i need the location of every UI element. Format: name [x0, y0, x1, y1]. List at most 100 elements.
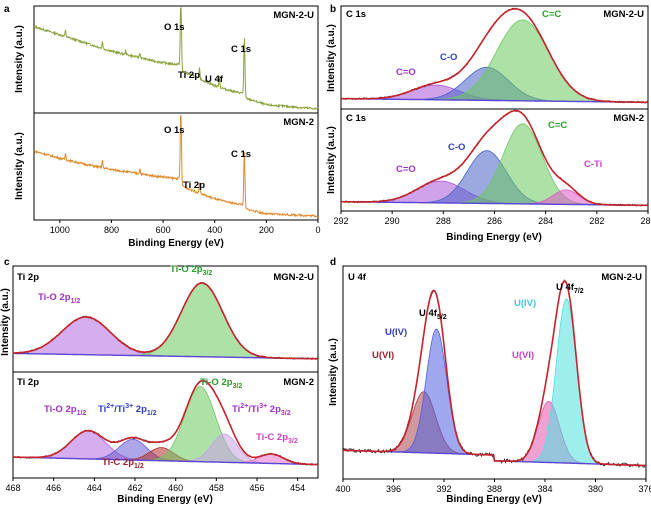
- panel-b-xlabel: Binding Energy (eV): [446, 232, 542, 243]
- panel-d-fit-envelope: [343, 280, 646, 467]
- panel-c-corner-bottom: Ti 2p: [17, 377, 39, 388]
- panel-a-label-o1s-bottom: O 1s: [164, 125, 185, 136]
- panel-d-component-3: [343, 298, 646, 466]
- panel-c-bottom-baseline: [13, 456, 318, 466]
- panel-c-sample-bottom: MGN-2: [283, 377, 314, 388]
- panel-b-tick-label: 288: [436, 216, 451, 226]
- panel-b-label-co-single-top: C-O: [440, 52, 457, 63]
- panel-b-top-fit-envelope: [341, 7, 648, 104]
- panel-b-ylabel-top: Intensity (a.u.): [326, 24, 337, 92]
- panel-d-tick-label: 384: [537, 484, 552, 494]
- panel-b-tick-label: 282: [589, 216, 604, 226]
- panel-b: b C 1s C 1s MGN-2-U MGN-2 C=O C-O C=C C=…: [326, 4, 651, 243]
- panel-c-mgn2-fit: [12, 379, 318, 466]
- panel-c-corner-top: Ti 2p: [17, 272, 39, 283]
- panel-c-xticks: 468 466 464 462 460 458 456 454: [5, 478, 305, 493]
- panel-a-label-ti2p-top: Ti 2p: [178, 70, 200, 81]
- panel-c-tick-label: 464: [87, 483, 102, 493]
- panel-d-tick-label: 388: [487, 484, 502, 494]
- panel-c-tick-label: 462: [127, 483, 142, 493]
- panel-c-ylabel-top: Intensity (a.u.): [0, 288, 11, 356]
- panel-d-tick-label: 380: [588, 484, 603, 494]
- panel-a: a MGN-2-U MGN-2 O 1s C 1s Ti 2p U 4f O 1…: [4, 4, 321, 249]
- panel-d-label-u4f72: U 4f7/2: [556, 282, 584, 295]
- panel-b-ylabel-bottom: Intensity (a.u.): [326, 126, 337, 194]
- panel-b-label-cc-double-bottom: C=C: [548, 120, 567, 131]
- panel-a-letter: a: [4, 4, 10, 15]
- panel-d-label-uiv-right: U(IV): [514, 298, 536, 309]
- panel-a-tick-label: 600: [156, 225, 171, 235]
- panel-c-tick-label: 468: [5, 483, 20, 493]
- panel-a-label-u4f-top: U 4f: [205, 74, 224, 85]
- panel-c-label-tio-32-bottom: Ti-O 2p3/2: [200, 377, 242, 390]
- panel-c-label-ti23-12: Ti2+/Ti3+ 2p1/2: [98, 403, 157, 417]
- panel-d-label-uiv-left: U(IV): [385, 327, 407, 338]
- panel-b-label-cti-bottom: C-Ti: [584, 159, 602, 170]
- panel-d-label-uvi-right: U(VI): [512, 350, 534, 361]
- panel-a-tick-label: 800: [104, 225, 119, 235]
- panel-d-xticks: 400 396 392 388 384 380 376: [335, 479, 651, 494]
- panel-d-fit: [342, 279, 647, 468]
- panel-d-component-0: [343, 391, 646, 466]
- panel-c-label-ti23-32: Ti2+/Ti3+ 2p3/2: [232, 403, 291, 417]
- panel-d-frame: [342, 265, 647, 480]
- panel-c-tick-label: 466: [46, 483, 61, 493]
- panel-c-bottom-fit-envelope: [13, 379, 318, 466]
- panel-b-corner-bottom: C 1s: [346, 113, 366, 124]
- panel-a-xlabel: Binding Energy (eV): [128, 238, 224, 249]
- panel-a-tick-label: 400: [207, 225, 222, 235]
- panel-b-mgn2-fit: [340, 109, 649, 207]
- panel-c-top-fit-envelope: [13, 282, 318, 360]
- panel-c-label-tic-12: Ti-C 2p1/2: [102, 457, 144, 470]
- panel-c: c Ti 2p Ti 2p MGN-2-U MGN-2 Ti-O 2p1/2 T…: [0, 257, 319, 505]
- panel-b-mgn2u-fit: [340, 7, 649, 104]
- panel-b-label-co-double-bottom: C=O: [396, 164, 416, 175]
- panel-c-mgn2u-fit: [12, 281, 319, 361]
- panel-a-ylabel-top: Intensity (a.u.): [14, 25, 25, 93]
- panel-c-label-tic-32: Ti-C 2p3/2: [256, 432, 298, 445]
- panel-b-label-co-single-bottom: C-O: [448, 142, 465, 153]
- panel-a-mgn2-spectrum: [33, 114, 319, 219]
- panel-b-corner-top: C 1s: [346, 9, 366, 20]
- panel-b-label-cc-double-top: C=C: [542, 9, 561, 20]
- panel-c-letter: c: [4, 257, 10, 268]
- panel-b-bottom-fit-envelope: [341, 109, 649, 207]
- panel-b-sample-top: MGN-2-U: [603, 9, 644, 20]
- panel-a-ylabel-bottom: Intensity (a.u.): [14, 132, 25, 200]
- panel-c-label-tio-12-bottom: Ti-O 2p1/2: [44, 404, 86, 417]
- panel-d-letter: d: [330, 257, 336, 268]
- panel-d-raw-spectrum: [342, 279, 647, 468]
- panel-c-label-tio-12-top: Ti-O 2p1/2: [38, 292, 80, 305]
- panel-d-tick-label: 392: [436, 484, 451, 494]
- panel-d-sample: MGN-2-U: [601, 272, 642, 283]
- panel-d-component-2: [343, 400, 646, 466]
- panel-c-tick-label: 456: [249, 483, 264, 493]
- panel-a-sample-top: MGN-2-U: [273, 10, 314, 21]
- panel-a-tick-label: 1000: [50, 225, 70, 235]
- panel-d-label-u4f52: U 4f5/2: [419, 308, 447, 321]
- panel-c-tick-label: 458: [209, 483, 224, 493]
- panel-b-top-baseline: [340, 97, 648, 103]
- panel-b-bottom-baseline: [341, 201, 649, 207]
- panel-a-label-c1s-bottom: C 1s: [231, 149, 251, 160]
- panel-b-tick-label: 284: [538, 216, 553, 226]
- panel-b-tick-label: 280: [640, 216, 651, 226]
- panel-c-tick-label: 454: [290, 483, 305, 493]
- panel-c-tick-label: 460: [168, 483, 183, 493]
- panel-b-sample-bottom: MGN-2: [613, 113, 644, 124]
- panel-a-label-ti2p-bottom: Ti 2p: [183, 180, 205, 191]
- panel-b-tick-label: 292: [333, 216, 348, 226]
- panel-a-mgn2u-spectrum: [33, 7, 319, 110]
- panel-d-tick-label: 376: [638, 484, 651, 494]
- panel-c-label-tio-32-top: Ti-O 2p3/2: [170, 264, 212, 277]
- panel-d: d U 4f MGN-2-U U 4f5/2 U 4f7/2 U(IV) U(V…: [328, 257, 651, 505]
- panel-a-sample-bottom: MGN-2: [283, 117, 314, 128]
- panel-d-tick-label: 396: [386, 484, 401, 494]
- panel-b-top-component-2: [340, 19, 648, 103]
- panel-a-tick-label: 200: [259, 225, 274, 235]
- panel-c-xlabel: Binding Energy (eV): [117, 494, 213, 505]
- panel-d-corner: U 4f: [348, 272, 367, 283]
- panel-a-label-o1s-top: O 1s: [164, 22, 185, 33]
- panel-d-label-uvi-left: U(VI): [372, 350, 394, 361]
